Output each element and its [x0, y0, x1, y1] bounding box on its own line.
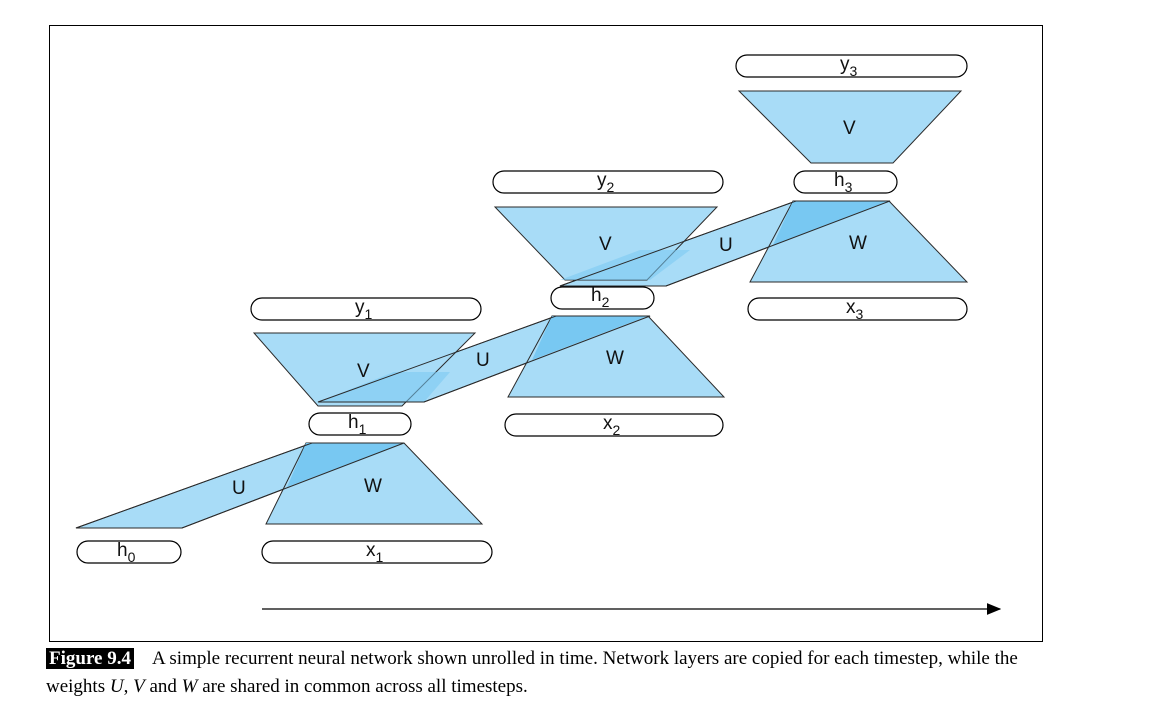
node-x1	[261, 540, 493, 564]
u-band-3-outline	[559, 200, 891, 287]
label-u1: U	[232, 478, 246, 499]
caption-u: U	[109, 676, 124, 697]
node-x3	[747, 297, 968, 321]
node-h3	[793, 170, 898, 194]
figure-caption: Figure 9.4 A simple recurrent neural netw…	[46, 645, 1046, 701]
label-h2: h2	[591, 285, 610, 310]
overlap-region-v2	[560, 250, 690, 280]
label-y3: y3	[840, 54, 858, 79]
node-h2	[550, 286, 655, 310]
node-h0	[76, 540, 182, 564]
caption-w: W	[181, 676, 198, 697]
label-v3: V	[843, 118, 856, 139]
figure-frame	[49, 25, 1043, 642]
label-w2: W	[606, 348, 624, 369]
node-y3	[735, 54, 968, 78]
node-x2	[504, 413, 724, 437]
u-band-1-outline	[75, 442, 405, 529]
figure-label: Figure 9.4	[46, 648, 134, 669]
node-h1	[308, 412, 412, 436]
caption-text-1: A simple recurrent neural network shown …	[46, 648, 1018, 697]
caption-sep: ,	[123, 676, 134, 697]
label-v2: V	[599, 234, 612, 255]
node-y1	[250, 297, 482, 321]
label-y1: y1	[355, 297, 373, 322]
label-u3: U	[719, 235, 733, 256]
label-h3: h3	[834, 170, 853, 195]
node-y2	[492, 170, 724, 194]
label-x3: x3	[846, 297, 864, 322]
caption-text-2: are shared in common across all timestep…	[197, 676, 528, 697]
overlap-region-v1	[318, 372, 450, 402]
label-w1: W	[364, 476, 382, 497]
label-h0: h0	[117, 540, 136, 565]
label-v1: V	[357, 361, 370, 382]
overlap-region-2	[532, 316, 648, 360]
label-h1: h1	[348, 412, 367, 437]
label-u2: U	[476, 350, 490, 371]
label-y2: y2	[597, 170, 615, 195]
rnn-unrolled-diagram: h0 x1 h1 y1 x2 h2 y2 x3 h3 y3 W W W V V …	[49, 25, 1043, 642]
v-trapezoid-3	[737, 90, 963, 164]
u-band-2-outline	[317, 315, 651, 403]
caption-v: V	[133, 676, 145, 697]
caption-and: and	[144, 676, 182, 697]
label-x2: x2	[603, 413, 621, 438]
label-w3: W	[849, 233, 867, 254]
label-x1: x1	[366, 540, 384, 565]
